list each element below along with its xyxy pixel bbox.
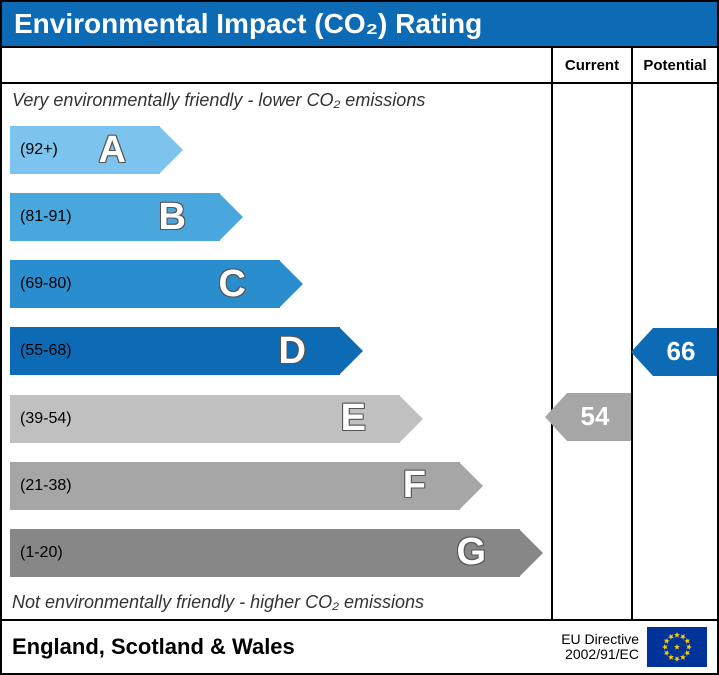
band-range: (81-91): [20, 208, 72, 226]
bar-row-f: (21-38) F: [10, 460, 551, 512]
current-pointer-value: 54: [581, 401, 610, 432]
caption-bottom: Not environmentally friendly - higher CO…: [12, 592, 424, 613]
bar-row-a: (92+) A: [10, 124, 551, 176]
band-letter: C: [219, 263, 246, 306]
band-letter: A: [99, 129, 126, 172]
bar-row-g: (1-20) G: [10, 527, 551, 579]
grid: Current Potential Very environmentally f…: [2, 46, 717, 619]
band-range: (69-80): [20, 275, 72, 293]
band-letter: G: [456, 531, 486, 574]
band-letter: E: [341, 397, 366, 440]
band-bar: (39-54) E: [10, 395, 400, 443]
header-blank: [2, 48, 551, 84]
eu-flag-icon: [647, 627, 707, 667]
band-range: (39-54): [20, 410, 72, 428]
band-range: (1-20): [20, 544, 63, 562]
directive-text: EU Directive 2002/91/EC: [561, 632, 639, 663]
footer-right: EU Directive 2002/91/EC: [561, 627, 707, 667]
chart-column: Very environmentally friendly - lower CO…: [2, 84, 551, 619]
band-letter: B: [159, 196, 186, 239]
title-bar: Environmental Impact (CO₂) Rating: [2, 2, 717, 46]
potential-pointer: 66: [653, 328, 717, 376]
bars-container: (92+) A (81-91) B (69-80) C (55-68) D (39-54) E (2…: [10, 124, 551, 579]
footer-region: England, Scotland & Wales: [12, 634, 295, 660]
bar-row-c: (69-80) C: [10, 258, 551, 310]
bar-row-b: (81-91) B: [10, 191, 551, 243]
title-text: Environmental Impact (CO₂) Rating: [14, 8, 482, 40]
band-bar: (92+) A: [10, 126, 160, 174]
band-bar: (81-91) B: [10, 193, 220, 241]
band-bar: (1-20) G: [10, 529, 520, 577]
directive-line1: EU Directive: [561, 632, 639, 647]
band-bar: (55-68) D: [10, 327, 340, 375]
directive-line2: 2002/91/EC: [561, 647, 639, 662]
potential-column: 66: [631, 84, 717, 619]
band-letter: D: [279, 330, 306, 373]
band-bar: (69-80) C: [10, 260, 280, 308]
rating-card: Environmental Impact (CO₂) Rating Curren…: [0, 0, 719, 675]
bar-row-d: (55-68) D: [10, 325, 551, 377]
band-range: (92+): [20, 141, 58, 159]
band-range: (21-38): [20, 477, 72, 495]
current-column: 54: [551, 84, 631, 619]
footer: England, Scotland & Wales EU Directive 2…: [2, 619, 717, 673]
band-letter: F: [403, 464, 426, 507]
bar-row-e: (39-54) E: [10, 393, 551, 445]
band-bar: (21-38) F: [10, 462, 460, 510]
header-current: Current: [551, 48, 631, 84]
current-pointer: 54: [567, 393, 631, 441]
potential-pointer-value: 66: [667, 336, 696, 367]
band-range: (55-68): [20, 342, 72, 360]
header-potential: Potential: [631, 48, 717, 84]
caption-top: Very environmentally friendly - lower CO…: [12, 90, 425, 111]
